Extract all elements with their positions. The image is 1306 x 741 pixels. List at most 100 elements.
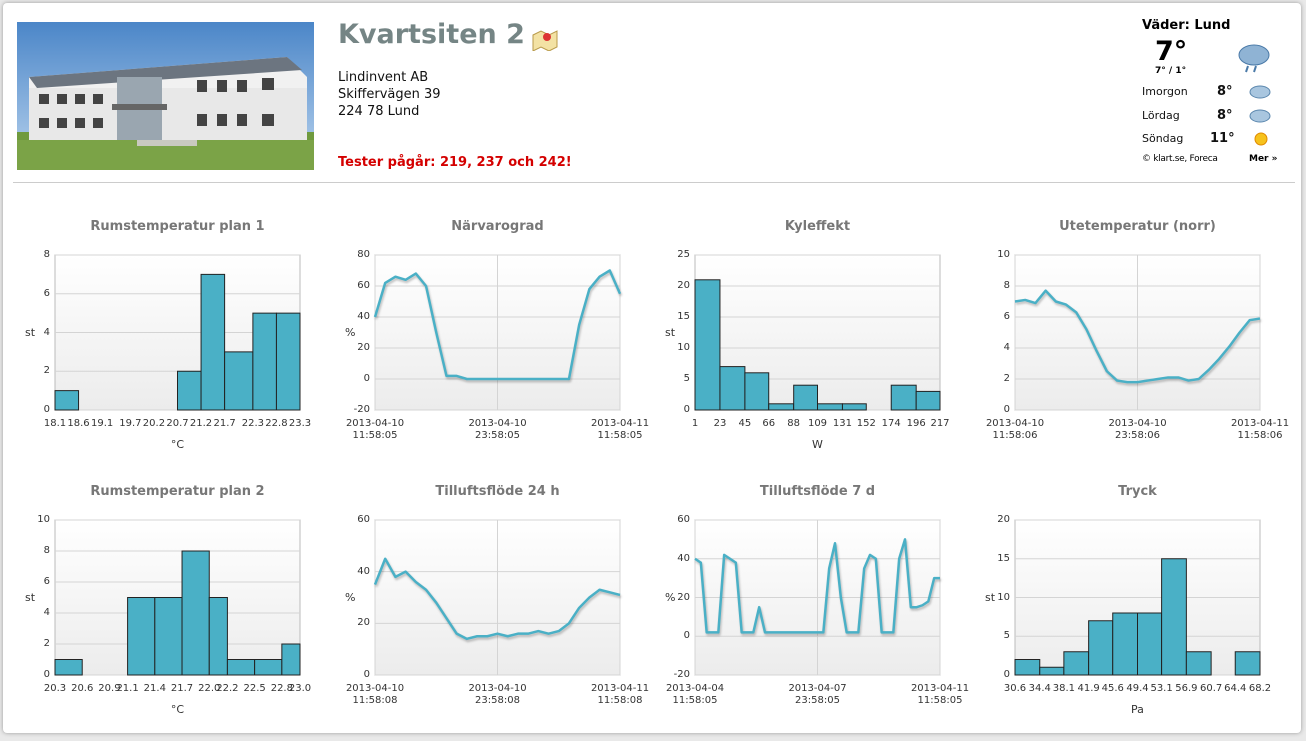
chart-svg: [694, 519, 941, 676]
forecast-temp: 8°: [1217, 84, 1233, 99]
y-tick-label: 0: [1003, 669, 1010, 680]
x-tick-label: 49.4: [1126, 683, 1149, 694]
bar: [1185, 651, 1212, 676]
bar: [200, 273, 226, 411]
y-tick-label: 15: [997, 552, 1010, 564]
bar: [817, 403, 843, 411]
chart-svg: [1014, 254, 1261, 411]
bar: [254, 659, 283, 676]
x-tick-label: 2013-04-11 11:58:06: [1230, 418, 1290, 441]
chart-title: Rumstemperatur plan 1: [90, 219, 265, 234]
line: [1014, 289, 1261, 384]
y-axis-label: %: [345, 325, 356, 339]
x-axis-label: Pa: [1131, 703, 1144, 716]
y-tick-label: 8: [1003, 280, 1010, 291]
bar: [281, 643, 301, 676]
x-tick-label: 2013-04-10 23:58:06: [1108, 418, 1167, 441]
x-tick-label: 22.8: [270, 683, 293, 694]
x-tick-label: 45: [738, 418, 752, 429]
bar: [744, 372, 770, 411]
x-tick-label: 2013-04-10 23:58:05: [468, 418, 527, 441]
y-tick-label: 0: [683, 630, 690, 642]
chart-svg: [54, 519, 301, 676]
bar: [793, 384, 819, 411]
x-tick-label: 22.5: [243, 683, 266, 694]
bar: [54, 659, 83, 676]
bar: [719, 366, 746, 411]
bar: [226, 659, 256, 676]
x-tick-label: 152: [856, 418, 876, 429]
x-tick-label: 2013-04-10 11:58:08: [345, 683, 405, 706]
bar: [1137, 612, 1163, 676]
x-tick-label: 2013-04-10 11:58:05: [345, 418, 405, 441]
y-tick-label: 20: [357, 342, 370, 353]
y-axis-label: st: [665, 325, 676, 339]
chart-title: Närvarograd: [451, 219, 544, 234]
y-tick-label: 0: [43, 404, 50, 415]
sun-icon: [1254, 132, 1268, 146]
bar: [252, 312, 277, 411]
x-tick-label: 38.1: [1052, 683, 1075, 694]
chart-panel: Tryck 0 5 10 15 20 st Pa 30.6 34.4 38.1 41.9 45.6 49.…: [975, 480, 1285, 730]
x-axis-label: °C: [170, 703, 185, 716]
y-tick-label: 20: [677, 591, 690, 603]
x-tick-label: 21.7: [170, 683, 194, 694]
x-tick-label: 2013-04-04 11:58:05: [665, 683, 725, 706]
chart-title: Tilluftsflöde 7 d: [759, 484, 876, 499]
chart-svg: [54, 254, 301, 411]
bar: [1112, 612, 1139, 676]
y-tick-label: 20: [997, 514, 1010, 525]
bar: [127, 597, 156, 676]
y-tick-label: 4: [43, 326, 50, 338]
x-axis-label: °C: [170, 438, 185, 451]
x-tick-label: 217: [930, 418, 950, 429]
y-tick-label: 4: [1003, 342, 1010, 353]
x-tick-label: 2013-04-11 11:58:08: [590, 683, 650, 706]
y-tick-label: -20: [353, 404, 370, 415]
x-tick-label: 19.1: [90, 418, 114, 429]
y-tick-label: 40: [357, 565, 370, 577]
x-tick-label: 23: [713, 418, 727, 429]
y-axis-label: st: [25, 590, 36, 604]
bar: [181, 550, 210, 676]
chart-svg: [373, 254, 622, 411]
y-tick-label: 5: [1003, 630, 1010, 642]
y-tick-label: 60: [677, 514, 690, 525]
bar: [1234, 651, 1261, 676]
x-tick-label: 2013-04-10 23:58:08: [468, 683, 527, 706]
chart-svg: [694, 254, 941, 411]
x-tick-label: 68.2: [1248, 683, 1272, 694]
y-tick-label: 25: [677, 249, 690, 260]
map-icon[interactable]: [531, 27, 559, 51]
y-tick-label: 0: [1003, 404, 1010, 415]
chart-panel: Tilluftsflöde 7 d -20 0 20 40 60% 2013-04-04 1…: [655, 480, 969, 730]
forecast-day: Imorgon: [1142, 85, 1188, 98]
y-tick-label: 10: [677, 342, 690, 353]
y-tick-label: 6: [43, 287, 50, 299]
chart-title: Kyleffekt: [784, 219, 851, 234]
forecast-temp: 11°: [1210, 131, 1235, 146]
building-photo: [17, 22, 314, 170]
x-tick-label: 23.0: [288, 683, 312, 694]
cloud-icon: [1249, 109, 1271, 123]
y-tick-label: 20: [677, 280, 690, 291]
weather-more[interactable]: Mer »: [1249, 154, 1278, 164]
address-line: Skiffervägen 39: [338, 87, 441, 102]
x-tick-label: 131: [832, 418, 852, 429]
y-tick-label: 2: [1003, 373, 1010, 384]
weather-icon: [1238, 44, 1270, 73]
weather-credit: © klart.se, Foreca: [1142, 154, 1218, 164]
y-axis-label: st: [985, 590, 996, 604]
cloud-icon: [1249, 85, 1271, 99]
bar: [915, 390, 941, 411]
x-tick-label: 20.2: [142, 418, 166, 429]
x-tick-label: 18.1: [43, 418, 67, 429]
x-tick-label: 22.8: [265, 418, 288, 429]
x-tick-label: 2013-04-11 11:58:05: [590, 418, 650, 441]
line: [373, 557, 621, 641]
x-tick-label: 34.4: [1028, 683, 1051, 694]
weather-range: 7° / 1°: [1155, 66, 1187, 76]
x-tick-label: 45.6: [1101, 683, 1124, 694]
x-tick-label: 21.7: [213, 418, 236, 429]
x-tick-label: 21.2: [189, 418, 213, 429]
